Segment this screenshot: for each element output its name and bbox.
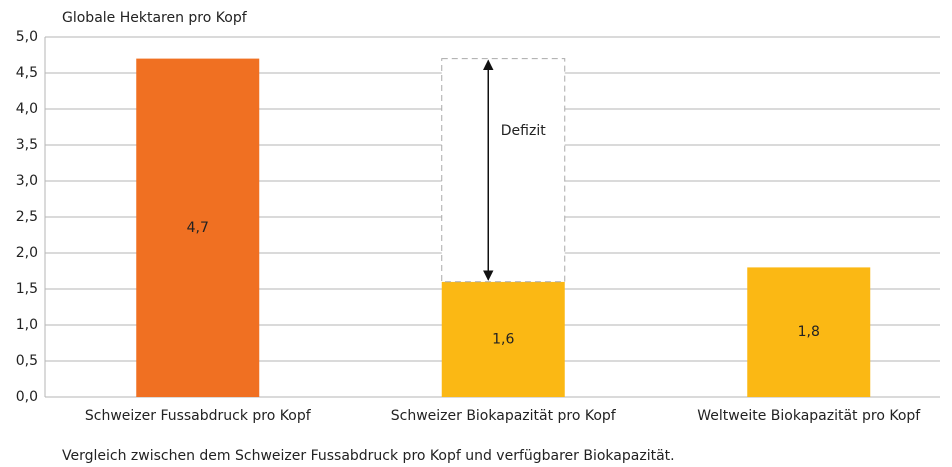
y-tick-label: 2,5 [16, 209, 38, 225]
y-tick-label: 0,5 [16, 353, 38, 369]
caption: Vergleich zwischen dem Schweizer Fussabd… [62, 448, 675, 464]
bar [136, 58, 260, 397]
y-tick-label: 1,5 [16, 281, 38, 297]
value-label: 1,6 [492, 331, 514, 347]
value-label: 4,7 [187, 220, 209, 236]
x-tick-label: Schweizer Biokapazität pro Kopf [391, 408, 617, 424]
y-tick-label: 0,0 [16, 389, 38, 405]
y-tick-label: 1,0 [16, 317, 38, 333]
y-axis-label: Globale Hektaren pro Kopf [62, 10, 248, 26]
bar [747, 267, 871, 397]
value-label: 1,8 [798, 324, 820, 340]
x-tick-label: Weltweite Biokapazität pro Kopf [697, 408, 921, 424]
deficit-box [441, 58, 566, 283]
bar [441, 281, 565, 397]
y-tick-label: 4,5 [16, 65, 38, 81]
y-tick-label: 3,5 [16, 137, 38, 153]
y-tick-label: 5,0 [16, 29, 38, 45]
annotation: Defizit [501, 123, 546, 139]
y-tick-label: 3,0 [16, 173, 38, 189]
x-tick-label: Schweizer Fussabdruck pro Kopf [85, 408, 312, 424]
y-tick-label: 4,0 [16, 101, 38, 117]
y-tick-label: 2,0 [16, 245, 38, 261]
